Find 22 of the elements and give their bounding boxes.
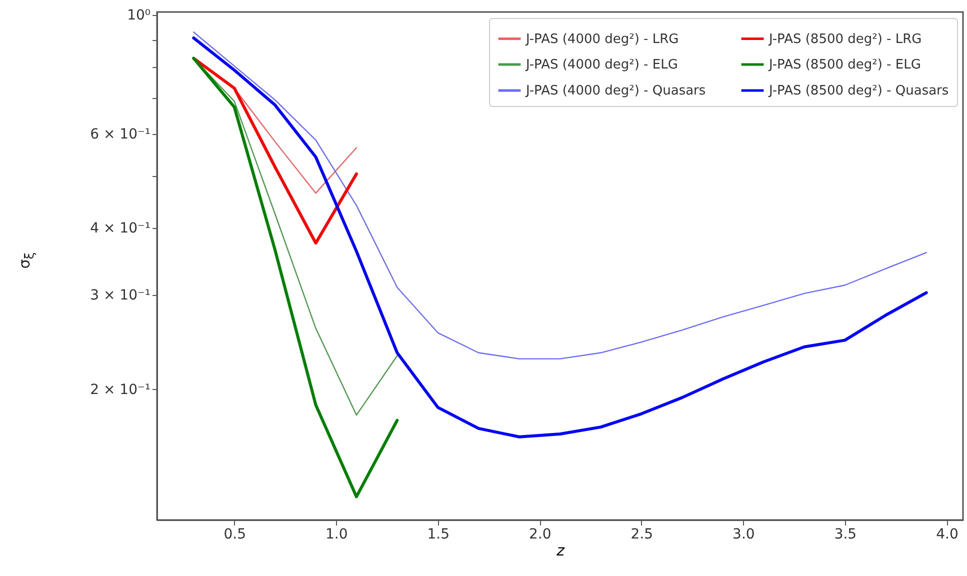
legend-label: J-PAS (4000 deg²) - ELG [525, 58, 678, 72]
x-tick-label: 2.5 [630, 526, 654, 542]
legend-label: J-PAS (4000 deg²) - LRG [525, 32, 679, 47]
x-axis-title: z [556, 542, 566, 560]
legend-label: J-PAS (8500 deg²) - ELG [768, 58, 921, 72]
y-tick-label: 6 × 10⁻¹ [90, 126, 150, 142]
x-tick-label: 3.5 [834, 526, 857, 542]
line-series [192, 56, 358, 245]
line-series [192, 56, 399, 498]
legend-label: J-PAS (8500 deg²) - Quasars [768, 84, 949, 98]
legend-label: J-PAS (8500 deg²) - LRG [768, 32, 922, 47]
y-tick-label: 4 × 10⁻¹ [90, 220, 150, 237]
y-tick-label: 10⁰ [127, 8, 151, 24]
y-tick-label: 3 × 10⁻¹ [90, 287, 150, 304]
x-tick-label: 3.0 [732, 526, 755, 542]
x-tick-label: 1.0 [325, 526, 348, 542]
x-tick-label: 4.0 [936, 526, 958, 542]
legend-label: J-PAS (4000 deg²) - Quasars [525, 84, 706, 98]
y-tick-label: 2 × 10⁻¹ [90, 382, 150, 398]
x-tick-label: 1.5 [427, 526, 450, 542]
x-tick-label: 0.5 [224, 526, 246, 542]
x-tick-label: 2.0 [529, 526, 552, 542]
